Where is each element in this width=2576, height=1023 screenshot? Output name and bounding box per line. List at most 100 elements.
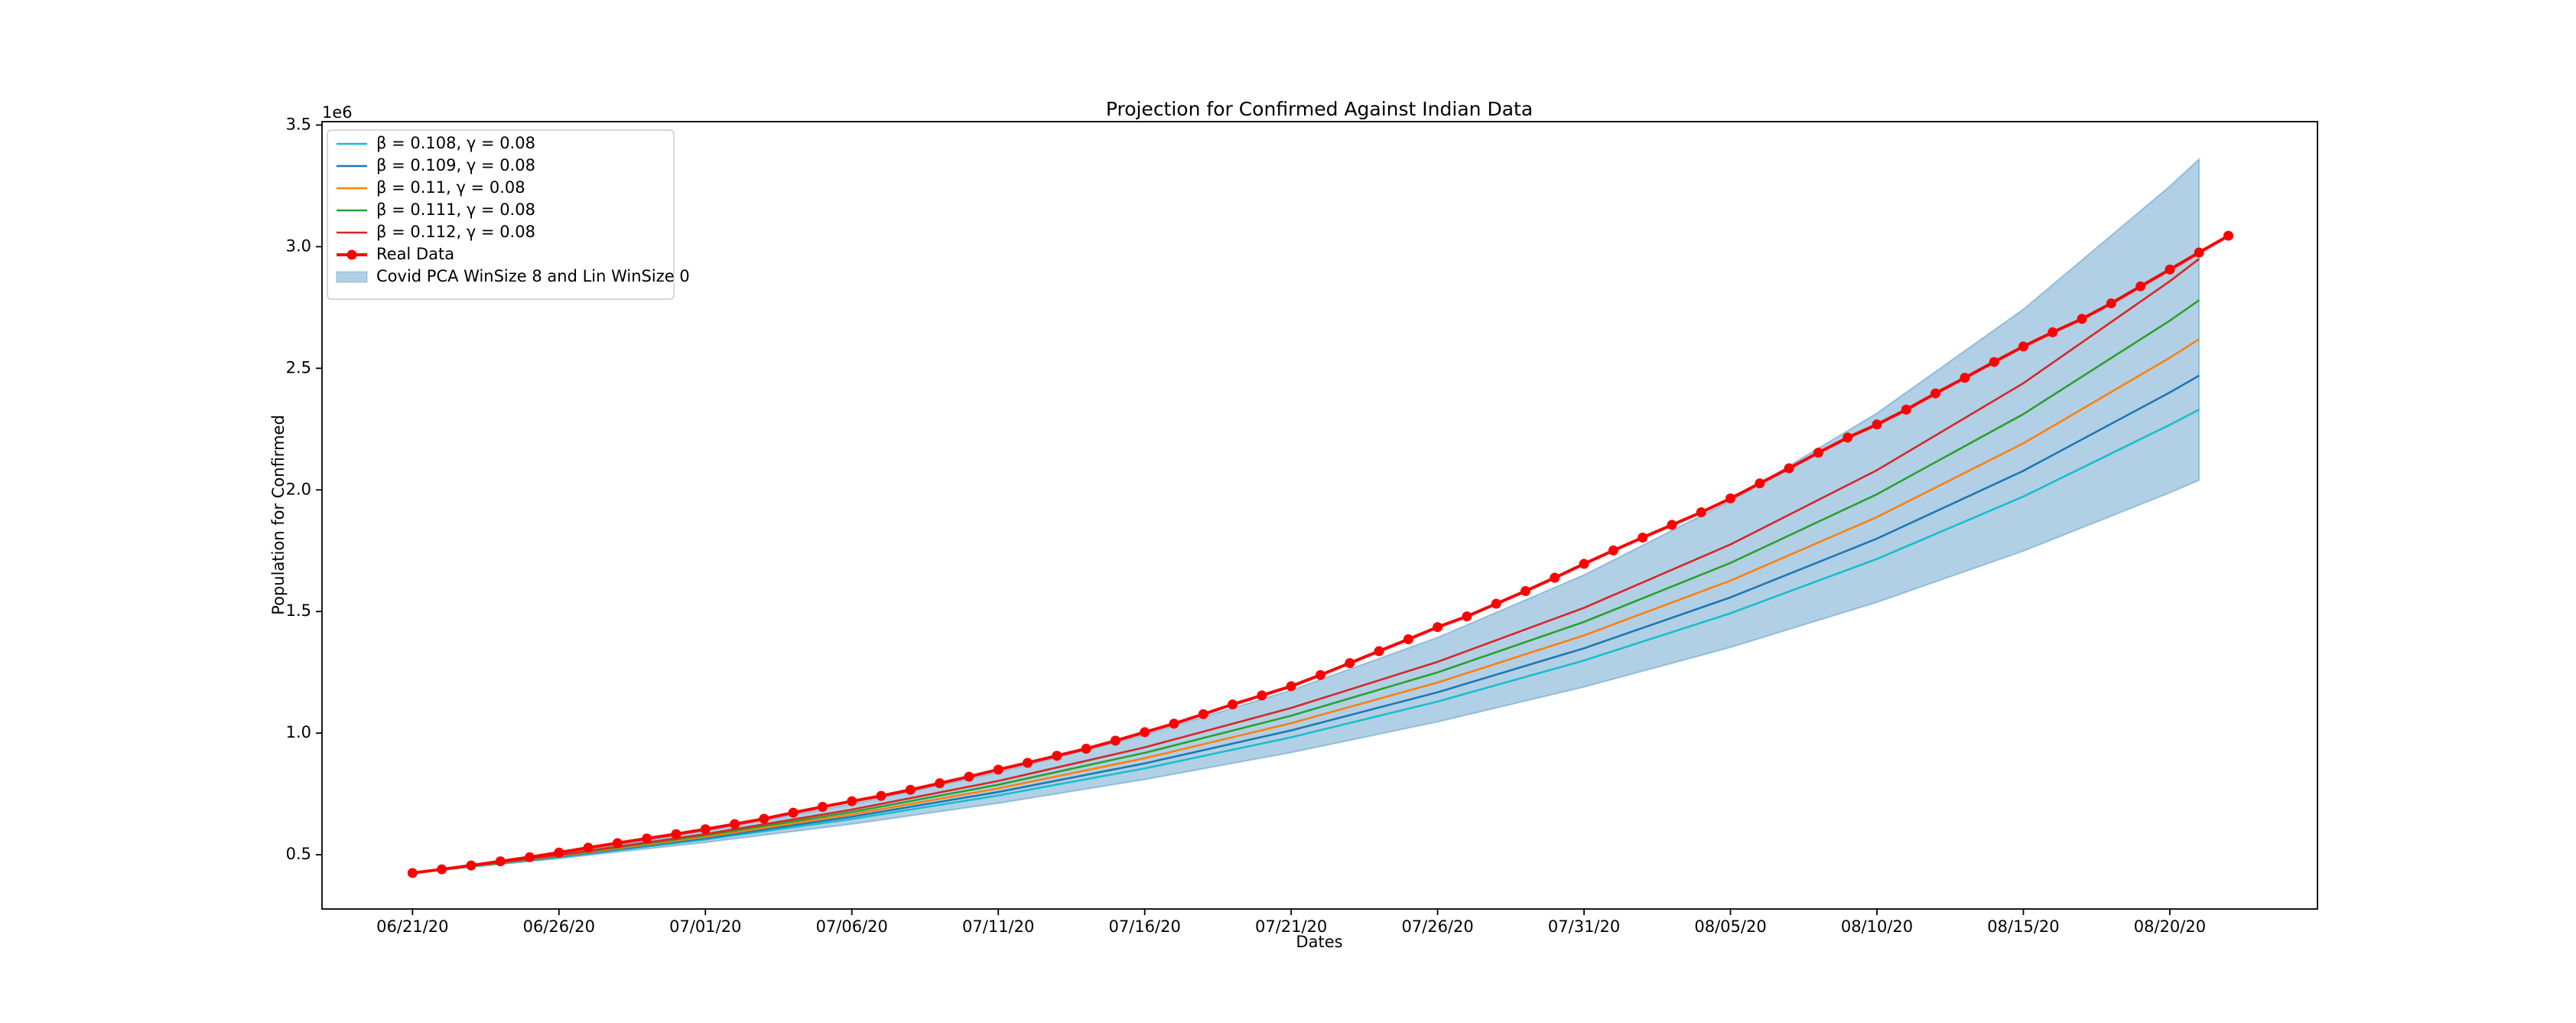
data-point (2106, 298, 2116, 308)
x-tick-label: 07/01/20 (669, 917, 741, 936)
data-point (1638, 533, 1648, 543)
data-point (1667, 520, 1677, 530)
series-line (412, 338, 2200, 874)
data-point (1315, 670, 1325, 680)
data-point (671, 829, 681, 839)
data-point (1462, 611, 1472, 622)
y-offset-text: 1e6 (322, 103, 353, 122)
data-point (876, 790, 886, 801)
legend-label: Covid PCA WinSize 8 and Lin WinSize 0 (376, 267, 690, 285)
data-point (466, 860, 476, 871)
data-point (817, 801, 828, 812)
data-point (2165, 264, 2175, 275)
data-point (1696, 507, 1706, 518)
x-tick-label: 08/10/20 (1841, 917, 1913, 936)
x-tick-label: 08/05/20 (1694, 917, 1766, 936)
series-line (412, 374, 2200, 874)
x-tick-label: 06/26/20 (523, 917, 595, 936)
data-point (1169, 718, 1179, 729)
data-point (1198, 709, 1208, 719)
data-point (2223, 230, 2234, 241)
data-point (407, 868, 418, 878)
legend-label: Real Data (376, 245, 454, 263)
data-point (1022, 757, 1033, 768)
legend-marker (346, 249, 357, 260)
data-point (612, 838, 623, 849)
x-tick-label: 08/20/20 (2134, 917, 2206, 936)
data-point (2135, 281, 2146, 292)
data-point (1608, 545, 1618, 555)
data-point (788, 807, 798, 818)
data-point (554, 847, 564, 858)
data-point (2018, 341, 2028, 352)
data-point (1345, 658, 1355, 669)
data-point (847, 796, 857, 806)
series-line (412, 299, 2200, 874)
data-point (583, 842, 594, 853)
data-point (700, 824, 711, 835)
y-axis-label: Population for Confirmed (269, 415, 288, 615)
data-point (1110, 735, 1120, 746)
data-point (1755, 478, 1765, 489)
data-point (525, 852, 535, 862)
data-point (905, 784, 916, 795)
data-point (1725, 493, 1736, 503)
data-point (1257, 690, 1267, 701)
y-tick-label: 3.0 (286, 236, 311, 255)
data-point (2194, 247, 2204, 258)
chart-title: Projection for Confirmed Against Indian … (1106, 98, 1533, 120)
y-tick-label: 0.5 (286, 845, 311, 863)
plot-area (407, 157, 2234, 878)
y-tick-label: 1.0 (286, 723, 311, 741)
data-point (495, 856, 506, 867)
data-point (2077, 314, 2087, 324)
y-tick-label: 3.5 (286, 115, 311, 133)
data-point (437, 864, 447, 875)
x-tick-label: 07/26/20 (1401, 917, 1473, 936)
legend-label: β = 0.112, γ = 0.08 (376, 223, 535, 241)
x-axis-label: Dates (1296, 933, 1342, 951)
data-point (1960, 373, 1970, 383)
data-point (2047, 327, 2058, 337)
x-tick-label: 07/11/20 (962, 917, 1034, 936)
legend-box (327, 129, 675, 300)
data-point (1374, 646, 1384, 656)
x-tick-label: 06/21/20 (376, 917, 448, 936)
y-tick-label: 1.5 (286, 601, 311, 620)
legend-label: β = 0.111, γ = 0.08 (376, 200, 535, 219)
confidence-band (412, 157, 2200, 874)
data-point (1286, 681, 1296, 692)
data-point (759, 813, 769, 824)
data-point (993, 764, 1003, 775)
legend-label: β = 0.11, γ = 0.08 (376, 178, 525, 197)
data-point (1872, 419, 1882, 430)
legend: β = 0.108, γ = 0.08 β = 0.109, γ = 0.08 β … (327, 129, 690, 300)
data-point (1989, 357, 1999, 367)
series-line (412, 258, 2200, 874)
x-tick-label: 07/16/20 (1109, 917, 1181, 936)
data-point (935, 778, 945, 789)
data-point (1520, 586, 1530, 597)
data-point (730, 819, 740, 829)
data-point (964, 771, 974, 782)
x-tick-label: 08/15/20 (1987, 917, 2059, 936)
data-point (1228, 699, 1238, 710)
legend-swatch (336, 271, 368, 283)
y-tick-label: 2.5 (286, 358, 311, 376)
data-point (1550, 572, 1560, 583)
data-point (1901, 404, 1911, 415)
data-point (1843, 432, 1853, 443)
data-point (1403, 634, 1413, 644)
data-point (1579, 559, 1589, 569)
data-point (1052, 751, 1062, 761)
data-point (1433, 622, 1443, 633)
data-point (1930, 388, 1941, 399)
x-tick-label: 07/31/20 (1548, 917, 1620, 936)
y-tick-label: 2.0 (286, 480, 311, 498)
series-line (412, 409, 2200, 874)
data-point (642, 833, 652, 844)
axes-frame (321, 121, 2318, 910)
data-point (1491, 598, 1501, 609)
